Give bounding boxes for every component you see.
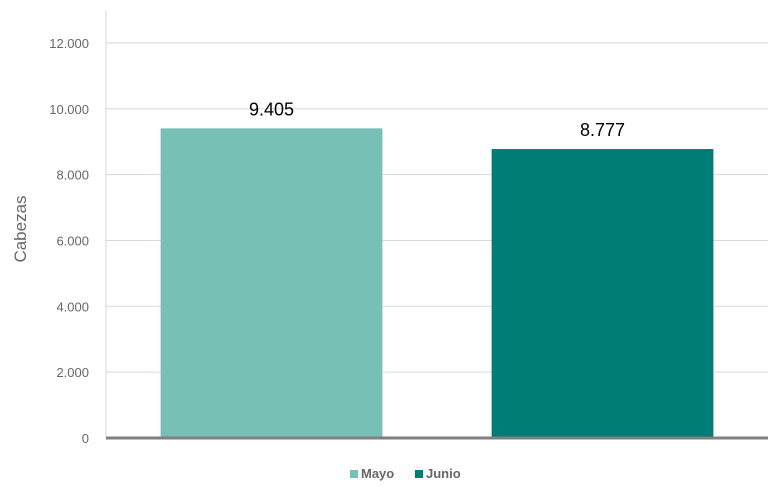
data-labels: 9.405 8.777 (249, 99, 625, 140)
legend-swatch-junio (415, 470, 423, 478)
bar-mayo (160, 128, 383, 438)
legend-label-mayo: Mayo (361, 466, 394, 481)
y-tick-label: 0 (82, 431, 89, 446)
data-label-junio: 8.777 (580, 120, 625, 140)
y-tick-label: 10.000 (49, 102, 89, 117)
y-tick-label: 2.000 (56, 365, 89, 380)
bar-junio (491, 149, 714, 438)
y-tick-label: 12.000 (49, 36, 89, 51)
y-tick-label: 6.000 (56, 233, 89, 248)
data-label-mayo: 9.405 (249, 99, 294, 119)
y-axis-tick-labels: 0 2.000 4.000 6.000 8.000 10.000 12.000 (49, 36, 89, 446)
bars (160, 128, 714, 438)
y-tick-label: 8.000 (56, 168, 89, 183)
legend: Mayo Junio (350, 466, 461, 481)
legend-swatch-mayo (350, 470, 358, 478)
y-axis-title: Cabezas (11, 195, 30, 262)
y-tick-label: 4.000 (56, 299, 89, 314)
legend-label-junio: Junio (426, 466, 461, 481)
